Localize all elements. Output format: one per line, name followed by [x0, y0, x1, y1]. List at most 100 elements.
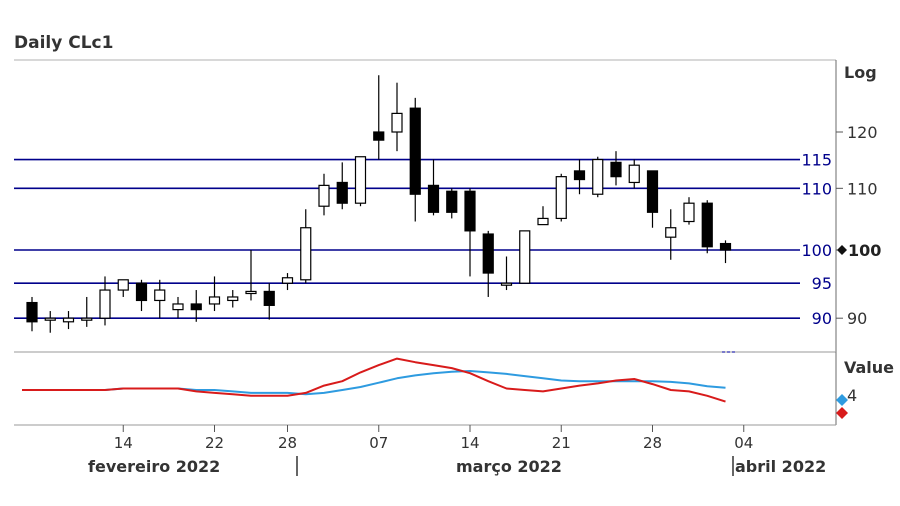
- candle-2022-03-11: [446, 188, 458, 219]
- x-tick-label-2022-03-28: 28: [643, 434, 662, 452]
- candle-2022-02-10: [81, 296, 93, 327]
- level-label-100: 100: [801, 241, 832, 260]
- candle-body: [373, 131, 385, 141]
- candle-body: [99, 289, 111, 319]
- candle-2022-02-18: [190, 290, 202, 322]
- month-label-march: março 2022: [456, 457, 562, 476]
- candle-2022-03-02: [318, 173, 330, 216]
- candle-body: [135, 282, 148, 302]
- x-tick-label-2022-02-14: 14: [114, 434, 133, 452]
- candle-2022-02-15: [135, 279, 148, 312]
- main-plot-frame: [14, 59, 837, 353]
- level-label-110: 110: [801, 179, 832, 198]
- level-label-90: 90: [812, 309, 832, 328]
- candle-body: [537, 217, 549, 226]
- candle-2022-02-24: [245, 250, 257, 301]
- candle-2022-02-22: [208, 276, 221, 312]
- x-tick-label-2022-03-14: 14: [460, 434, 479, 452]
- candle-2022-03-22: [573, 159, 586, 195]
- candle-body: [154, 289, 166, 302]
- candle-body: [446, 190, 458, 213]
- month-label-april: abril 2022: [735, 457, 826, 476]
- y-axis-scale-label: Log: [844, 63, 877, 82]
- candle-2022-03-04: [354, 156, 367, 207]
- candle-body: [573, 170, 586, 181]
- candle-body: [62, 317, 75, 323]
- candle-body: [427, 184, 440, 213]
- level-label-115: 115: [801, 151, 832, 170]
- candle-2022-03-07: [373, 75, 385, 160]
- candle-body: [701, 202, 713, 248]
- last-price-label: 100: [848, 241, 881, 260]
- candle-2022-02-09: [62, 311, 75, 330]
- candle-body: [592, 158, 604, 195]
- candle-2022-02-28: [281, 273, 294, 291]
- indicator-panel-frame: [14, 351, 837, 426]
- candle-2022-02-07: [26, 296, 38, 332]
- candle-body: [245, 290, 257, 295]
- candle-2022-03-30: [683, 197, 695, 225]
- x-tick-label-2022-02-28: 28: [278, 434, 297, 452]
- candle-body: [26, 301, 38, 323]
- month-label-february: fevereiro 2022: [88, 457, 220, 476]
- candlestick-series: [26, 75, 732, 333]
- candle-2022-02-11: [99, 276, 111, 326]
- candle-2022-03-01: [300, 209, 312, 284]
- candle-body: [318, 184, 330, 207]
- candle-body: [719, 242, 732, 251]
- candle-body: [281, 277, 294, 284]
- candle-2022-03-24: [610, 151, 622, 186]
- candle-body: [391, 112, 403, 133]
- y-tick-label-120: 120: [847, 123, 878, 142]
- candle-2022-03-03: [336, 162, 348, 210]
- candle-body: [208, 296, 221, 305]
- candle-body: [354, 156, 367, 204]
- x-tick-label-2022-03-21: 21: [552, 434, 571, 452]
- candle-body: [464, 190, 476, 232]
- last-price-marker: 100: [837, 241, 881, 260]
- candle-body: [300, 227, 312, 281]
- candle-2022-02-16: [154, 279, 166, 319]
- candle-2022-03-08: [391, 82, 403, 152]
- candle-2022-03-21: [555, 173, 567, 222]
- candle-2022-03-18: [537, 206, 549, 226]
- candle-body: [81, 317, 93, 321]
- candle-2022-03-28: [646, 170, 659, 228]
- candle-body: [336, 181, 348, 204]
- candle-body: [482, 233, 494, 274]
- candle-body: [519, 230, 531, 284]
- red-series-diamond-icon: [836, 407, 848, 419]
- candle-2022-02-25: [263, 283, 275, 320]
- candle-body: [117, 279, 129, 291]
- candle-body: [227, 296, 239, 302]
- last-price-diamond-icon: [837, 245, 847, 255]
- candle-2022-03-17: [519, 230, 531, 284]
- candle-2022-03-14: [464, 188, 476, 277]
- x-tick-label-2022-03-07: 07: [369, 434, 388, 452]
- candle-body: [172, 303, 184, 311]
- candle-2022-02-08: [44, 311, 56, 333]
- x-tick-label-2022-04-04: 04: [734, 434, 753, 452]
- indicator-axis-label: Value: [844, 358, 894, 377]
- candle-body: [610, 161, 622, 178]
- candle-body: [44, 317, 56, 321]
- candle-2022-04-01: [719, 240, 732, 264]
- candle-2022-02-17: [172, 296, 184, 319]
- candle-body: [683, 202, 695, 223]
- x-axis-ticks: 14 22 28 07 14 21 28 04: [114, 425, 753, 452]
- x-axis-months: fevereiro 2022 março 2022 abril 2022: [88, 456, 826, 476]
- candle-body: [555, 176, 567, 220]
- candle-body: [628, 164, 640, 184]
- chart-title: Daily CLc1: [14, 33, 113, 53]
- candle-body: [665, 227, 677, 238]
- y-tick-label-90: 90: [847, 309, 867, 328]
- candle-body: [263, 290, 275, 306]
- level-label-95: 95: [812, 274, 832, 293]
- candle-2022-03-09: [409, 97, 421, 222]
- blue-series-diamond-icon: [836, 394, 848, 406]
- candle-2022-03-10: [427, 159, 440, 216]
- indicator-series: [22, 357, 726, 403]
- candle-2022-03-29: [665, 209, 677, 260]
- candle-body: [646, 170, 659, 213]
